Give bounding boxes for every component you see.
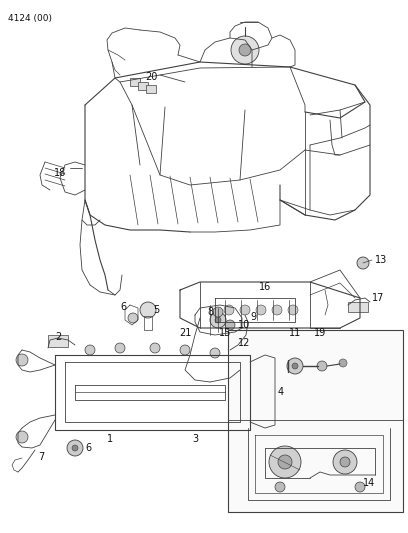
Circle shape bbox=[272, 305, 282, 315]
Text: 7: 7 bbox=[38, 452, 44, 462]
Circle shape bbox=[128, 313, 138, 323]
Text: 6: 6 bbox=[120, 302, 126, 312]
Circle shape bbox=[292, 363, 298, 369]
Circle shape bbox=[317, 361, 327, 371]
Text: 5: 5 bbox=[153, 305, 159, 315]
Text: 17: 17 bbox=[372, 293, 384, 303]
Circle shape bbox=[263, 363, 273, 373]
Circle shape bbox=[150, 343, 160, 353]
Bar bbox=[228, 330, 403, 512]
Circle shape bbox=[278, 455, 292, 469]
Text: 6: 6 bbox=[85, 443, 91, 453]
Bar bbox=[146, 85, 156, 93]
Circle shape bbox=[210, 312, 226, 328]
Text: 11: 11 bbox=[289, 328, 301, 338]
Bar bbox=[48, 335, 68, 347]
Circle shape bbox=[231, 36, 259, 64]
Circle shape bbox=[263, 413, 273, 423]
Circle shape bbox=[225, 320, 235, 330]
Circle shape bbox=[85, 345, 95, 355]
Circle shape bbox=[340, 457, 350, 467]
Bar bbox=[130, 78, 140, 86]
Text: 4: 4 bbox=[278, 387, 284, 397]
Circle shape bbox=[67, 440, 83, 456]
Text: 9: 9 bbox=[250, 312, 256, 322]
Text: 15: 15 bbox=[219, 328, 231, 338]
Text: 20: 20 bbox=[146, 72, 158, 82]
Circle shape bbox=[239, 44, 251, 56]
Text: 3: 3 bbox=[192, 434, 198, 444]
Text: 12: 12 bbox=[238, 338, 251, 348]
Text: 2: 2 bbox=[55, 332, 61, 342]
Bar bbox=[138, 82, 148, 90]
Circle shape bbox=[224, 305, 234, 315]
Text: 16: 16 bbox=[259, 282, 271, 292]
Circle shape bbox=[72, 445, 78, 451]
Text: 4124 (00): 4124 (00) bbox=[8, 14, 52, 23]
Circle shape bbox=[256, 305, 266, 315]
Circle shape bbox=[240, 305, 250, 315]
Text: 18: 18 bbox=[54, 168, 66, 178]
Circle shape bbox=[16, 431, 28, 443]
Text: 14: 14 bbox=[363, 478, 375, 488]
Circle shape bbox=[333, 450, 357, 474]
Circle shape bbox=[115, 343, 125, 353]
Text: 21: 21 bbox=[179, 328, 191, 338]
Circle shape bbox=[140, 302, 156, 318]
Circle shape bbox=[287, 358, 303, 374]
Text: 19: 19 bbox=[314, 328, 326, 338]
Circle shape bbox=[357, 257, 369, 269]
Bar bbox=[348, 302, 368, 312]
Circle shape bbox=[269, 446, 301, 478]
Circle shape bbox=[355, 482, 365, 492]
Circle shape bbox=[16, 354, 28, 366]
Circle shape bbox=[339, 359, 347, 367]
Bar bbox=[144, 316, 152, 330]
Text: 13: 13 bbox=[375, 255, 387, 265]
Text: 1: 1 bbox=[107, 434, 113, 444]
Circle shape bbox=[275, 482, 285, 492]
Circle shape bbox=[288, 305, 298, 315]
Circle shape bbox=[210, 348, 220, 358]
Text: 8: 8 bbox=[207, 307, 213, 317]
Text: 10: 10 bbox=[238, 320, 250, 330]
Circle shape bbox=[180, 345, 190, 355]
Circle shape bbox=[215, 317, 221, 323]
Circle shape bbox=[213, 307, 223, 317]
